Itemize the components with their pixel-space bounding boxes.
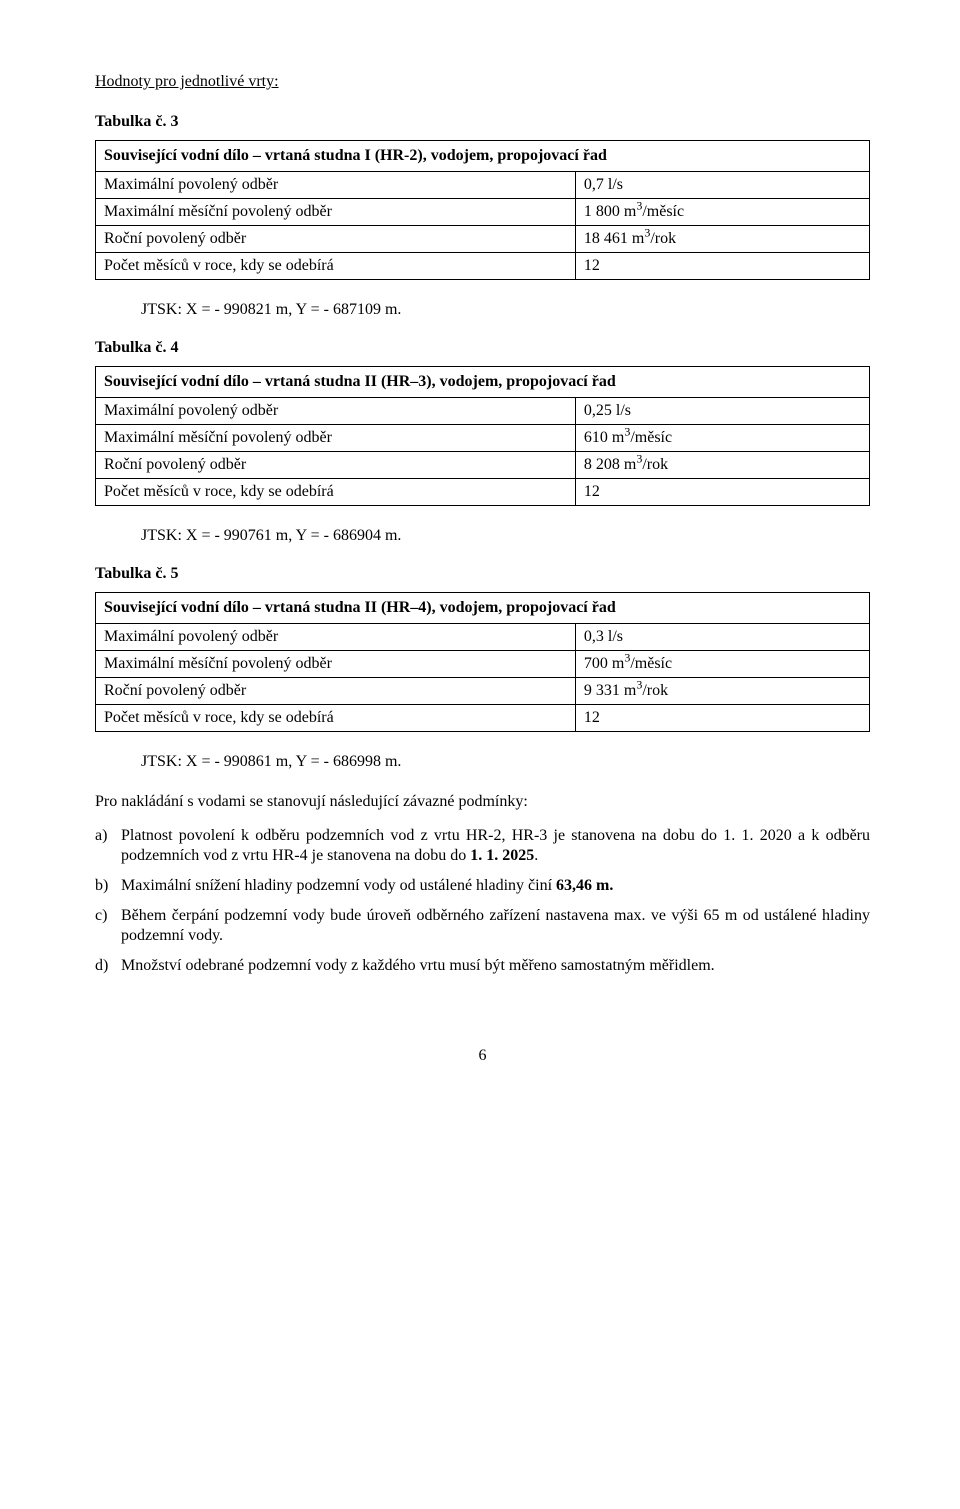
table-row: Počet měsíců v roce, kdy se odebírá12 [96, 253, 870, 280]
list-item: a) Platnost povolení k odběru podzemních … [95, 826, 870, 866]
item-text: Platnost povolení k odběru podzemních vo… [121, 827, 870, 864]
cell-label: Maximální měsíční povolený odběr [96, 199, 576, 226]
cell-label: Maximální měsíční povolený odběr [96, 425, 576, 452]
table-row: Maximální měsíční povolený odběr700 m3/m… [96, 651, 870, 678]
table3-jtsk: JTSK: X = - 990821 m, Y = - 687109 m. [141, 300, 870, 320]
cell-label: Maximální povolený odběr [96, 172, 576, 199]
table-row: Maximální měsíční povolený odběr610 m3/m… [96, 425, 870, 452]
table5-caption: Tabulka č. 5 [95, 564, 870, 584]
table-row: Maximální povolený odběr0,25 l/s [96, 398, 870, 425]
cell-value: 0,7 l/s [575, 172, 869, 199]
section-title: Hodnoty pro jednotlivé vrty: [95, 72, 870, 92]
table-row: Maximální povolený odběr0,3 l/s [96, 624, 870, 651]
table4-jtsk: JTSK: X = - 990761 m, Y = - 686904 m. [141, 526, 870, 546]
table4: Související vodní dílo – vrtaná studna I… [95, 366, 870, 506]
cell-label: Roční povolený odběr [96, 678, 576, 705]
cell-value: 1 800 m3/měsíc [575, 199, 869, 226]
item-text: Maximální snížení hladiny podzemní vody … [121, 877, 613, 894]
table3: Související vodní dílo – vrtaná studna I… [95, 140, 870, 280]
table-row: Roční povolený odběr9 331 m3/rok [96, 678, 870, 705]
table-row: Maximální povolený odběr0,7 l/s [96, 172, 870, 199]
cell-value: 0,25 l/s [575, 398, 869, 425]
cell-label: Maximální povolený odběr [96, 624, 576, 651]
list-item: c) Během čerpání podzemní vody bude úrove… [95, 906, 870, 946]
cell-label: Počet měsíců v roce, kdy se odebírá [96, 253, 576, 280]
table-row: Počet měsíců v roce, kdy se odebírá12 [96, 479, 870, 506]
conditions-intro: Pro nakládání s vodami se stanovují násl… [95, 792, 870, 812]
cell-label: Počet měsíců v roce, kdy se odebírá [96, 479, 576, 506]
item-marker: b) [95, 876, 108, 896]
cell-value: 9 331 m3/rok [575, 678, 869, 705]
table-row: Roční povolený odběr18 461 m3/rok [96, 226, 870, 253]
cell-label: Maximální povolený odběr [96, 398, 576, 425]
cell-label: Maximální měsíční povolený odběr [96, 651, 576, 678]
table5: Související vodní dílo – vrtaná studna I… [95, 592, 870, 732]
cell-value: 0,3 l/s [575, 624, 869, 651]
table5-jtsk: JTSK: X = - 990861 m, Y = - 686998 m. [141, 752, 870, 772]
page-number: 6 [95, 1046, 870, 1066]
cell-value: 18 461 m3/rok [575, 226, 869, 253]
cell-value: 12 [575, 253, 869, 280]
item-marker: c) [95, 906, 107, 926]
item-text: Množství odebrané podzemní vody z každéh… [121, 957, 715, 974]
table-row: Maximální měsíční povolený odběr1 800 m3… [96, 199, 870, 226]
table3-caption: Tabulka č. 3 [95, 112, 870, 132]
cell-label: Roční povolený odběr [96, 452, 576, 479]
table-row: Počet měsíců v roce, kdy se odebírá12 [96, 705, 870, 732]
table3-title: Související vodní dílo – vrtaná studna I… [96, 141, 870, 172]
conditions-list: a) Platnost povolení k odběru podzemních … [95, 826, 870, 976]
item-text: Během čerpání podzemní vody bude úroveň … [121, 907, 870, 944]
cell-label: Roční povolený odběr [96, 226, 576, 253]
list-item: d) Množství odebrané podzemní vody z každ… [95, 956, 870, 976]
table5-title: Související vodní dílo – vrtaná studna I… [96, 593, 870, 624]
table4-title: Související vodní dílo – vrtaná studna I… [96, 367, 870, 398]
cell-value: 610 m3/měsíc [575, 425, 869, 452]
list-item: b) Maximální snížení hladiny podzemní vod… [95, 876, 870, 896]
cell-value: 12 [575, 705, 869, 732]
table-row: Roční povolený odběr8 208 m3/rok [96, 452, 870, 479]
table4-caption: Tabulka č. 4 [95, 338, 870, 358]
item-marker: a) [95, 826, 107, 846]
cell-label: Počet měsíců v roce, kdy se odebírá [96, 705, 576, 732]
cell-value: 8 208 m3/rok [575, 452, 869, 479]
cell-value: 700 m3/měsíc [575, 651, 869, 678]
item-marker: d) [95, 956, 108, 976]
cell-value: 12 [575, 479, 869, 506]
